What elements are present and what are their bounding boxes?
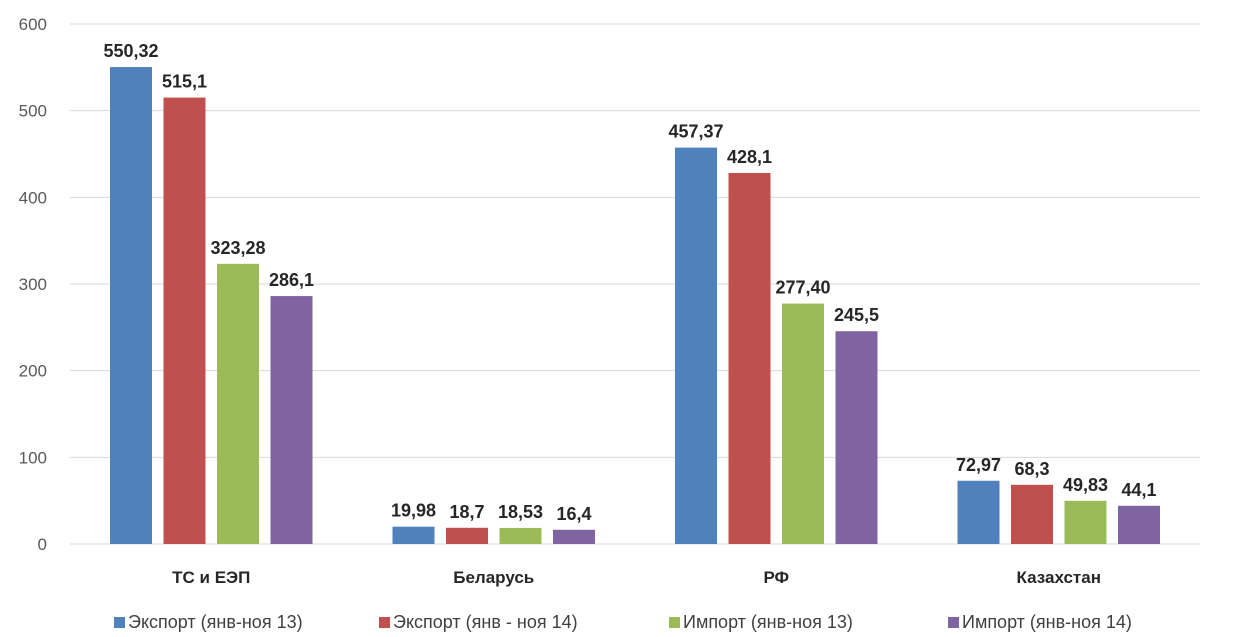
data-label: 428,1: [727, 147, 772, 167]
y-tick-label: 200: [19, 362, 47, 381]
legend-swatch: [114, 617, 125, 628]
bar: [163, 97, 206, 544]
data-label: 19,98: [391, 501, 436, 521]
data-label: 72,97: [956, 455, 1001, 475]
y-axis-tick-labels: 0 100 200 300 400 500 600: [19, 15, 47, 554]
y-tick-label: 400: [19, 188, 47, 207]
y-tick-label: 600: [19, 15, 47, 34]
data-label: 286,1: [269, 270, 314, 290]
bar: [1064, 500, 1107, 544]
data-label: 49,83: [1063, 475, 1108, 495]
bar: [392, 526, 435, 544]
x-category-label: Казахстан: [1017, 568, 1101, 587]
data-label: 245,5: [834, 305, 879, 325]
x-category-label: РФ: [763, 568, 789, 587]
data-label: 18,53: [498, 502, 543, 522]
data-label: 16,4: [556, 504, 591, 524]
bar: [217, 263, 259, 544]
data-label: 323,28: [210, 238, 265, 258]
data-label: 457,37: [668, 122, 723, 142]
legend-label: Импорт (янв-ноя 14): [962, 612, 1132, 632]
bar: [782, 303, 824, 544]
bar: [1011, 484, 1053, 544]
x-axis-category-labels: ТС и ЕЭП Беларусь РФ Казахстан: [172, 568, 1101, 587]
legend: Экспорт (янв-ноя 13) Экспорт (янв - ноя 1…: [114, 612, 1132, 632]
y-tick-label: 300: [19, 275, 47, 294]
bar: [499, 527, 542, 544]
data-label: 277,40: [775, 278, 830, 298]
bar: [446, 527, 488, 544]
legend-swatch: [379, 617, 390, 628]
bar: [728, 172, 771, 545]
bars: [110, 67, 1160, 545]
x-category-label: ТС и ЕЭП: [172, 568, 250, 587]
legend-swatch: [948, 617, 959, 628]
legend-swatch: [669, 617, 680, 628]
legend-label: Экспорт (янв-ноя 13): [128, 612, 303, 632]
bar: [957, 480, 1000, 544]
y-tick-label: 0: [38, 535, 47, 554]
legend-label: Импорт (янв-ноя 13): [683, 612, 853, 632]
bar: [270, 296, 313, 544]
data-label: 515,1: [162, 72, 207, 92]
legend-label: Экспорт (янв - ноя 14): [393, 612, 578, 632]
bar: [1118, 505, 1160, 544]
data-label: 18,7: [449, 502, 484, 522]
bar: [110, 67, 152, 544]
bar: [553, 529, 595, 544]
x-category-label: Беларусь: [453, 568, 534, 587]
data-label: 550,32: [103, 41, 158, 61]
bar: [835, 331, 878, 544]
y-tick-label: 500: [19, 102, 47, 121]
data-label: 44,1: [1121, 480, 1156, 500]
y-tick-label: 100: [19, 448, 47, 467]
bar: [675, 147, 717, 544]
data-label: 68,3: [1014, 459, 1049, 479]
